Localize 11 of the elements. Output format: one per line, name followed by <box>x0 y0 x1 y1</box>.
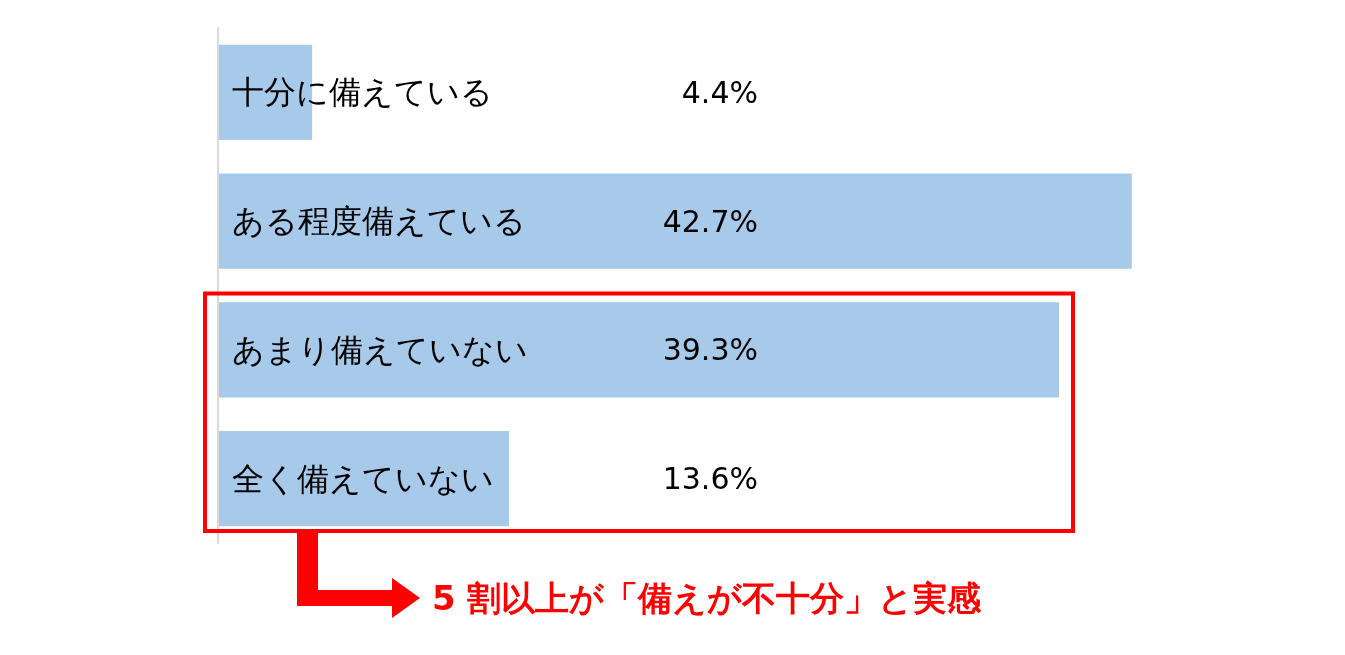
bar <box>218 430 510 527</box>
y-tick-label: 十分に備えている <box>232 73 493 112</box>
data-label: 39.3% <box>662 332 758 368</box>
data-label: 4.4% <box>681 74 758 110</box>
data-label: 42.7% <box>662 203 758 239</box>
y-tick-label: ある程度備えている <box>232 202 526 241</box>
data-label: 13.6% <box>662 461 758 497</box>
bar <box>218 173 1132 269</box>
text: 5 割以上が「備えが不十分」と実感 <box>432 577 982 620</box>
y-tick-label: 全く備えていない <box>232 459 494 498</box>
y-tick-label: あまり備えていない <box>232 330 528 369</box>
